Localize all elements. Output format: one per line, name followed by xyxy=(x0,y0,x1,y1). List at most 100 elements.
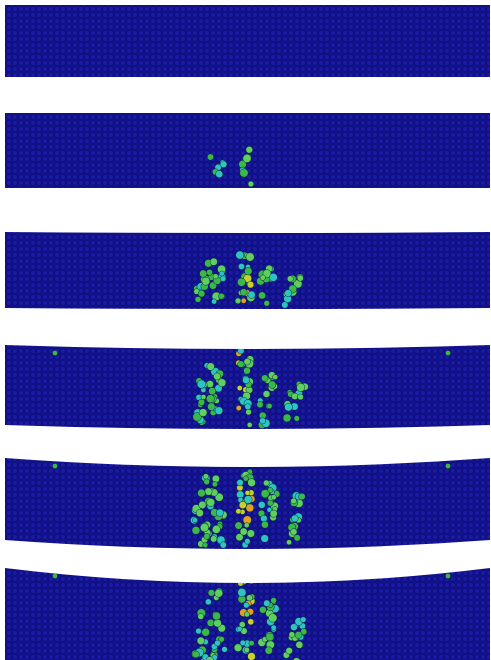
damage-particle xyxy=(237,479,244,486)
beam xyxy=(5,5,490,77)
damage-particle xyxy=(246,504,254,512)
damage-particle xyxy=(247,422,252,427)
damage-particle xyxy=(244,523,249,528)
damage-particle xyxy=(248,479,256,487)
damage-particle xyxy=(294,416,300,422)
damage-particle xyxy=(298,394,304,400)
damage-particle xyxy=(202,277,210,285)
damage-particle xyxy=(200,523,208,531)
damage-particle xyxy=(247,281,254,288)
damage-particle xyxy=(244,267,252,275)
page: (() => { JSON.parse(document.getElementB… xyxy=(0,0,491,660)
damage-particle xyxy=(299,493,306,500)
damage-particle xyxy=(243,154,251,162)
damage-particle xyxy=(290,624,297,631)
damage-particle xyxy=(261,489,269,497)
damage-particle xyxy=(198,290,205,297)
damage-particle xyxy=(240,169,248,177)
damage-particle xyxy=(204,533,210,539)
damage-particle xyxy=(198,613,204,619)
damage-particle xyxy=(241,298,246,303)
damage-particle xyxy=(244,612,249,617)
damage-particle xyxy=(244,367,251,374)
damage-particle xyxy=(270,510,277,517)
damage-particle xyxy=(264,300,270,306)
damage-particle xyxy=(246,595,252,601)
damage-particle xyxy=(243,602,249,608)
damage-particle xyxy=(261,535,269,543)
damage-particle xyxy=(208,589,215,596)
damage-particle xyxy=(204,479,210,485)
damage-particle xyxy=(445,463,450,468)
damage-particle xyxy=(248,653,256,660)
damage-particle xyxy=(445,573,450,578)
damage-particle xyxy=(52,573,57,578)
damage-particle xyxy=(248,181,254,187)
damage-particle xyxy=(282,302,288,308)
damage-particle xyxy=(249,640,254,645)
damage-particle xyxy=(52,463,57,468)
damage-particle xyxy=(236,251,244,259)
damage-particle xyxy=(199,501,207,509)
damage-particle xyxy=(294,535,300,541)
damage-particle xyxy=(207,363,215,371)
damage-particle xyxy=(243,377,250,384)
damage-particle xyxy=(246,568,254,576)
damage-particle xyxy=(237,278,245,286)
damage-particle xyxy=(269,273,277,281)
damage-particle xyxy=(263,480,269,486)
damage-particle xyxy=(285,290,292,297)
damage-particle xyxy=(238,361,245,368)
damage-particle xyxy=(244,358,251,365)
damage-particle xyxy=(245,490,250,495)
damage-particle xyxy=(291,393,298,400)
damage-particle xyxy=(220,161,227,168)
damage-particle xyxy=(213,612,221,620)
damage-particle xyxy=(201,394,206,399)
damage-particle xyxy=(238,347,245,354)
damage-particle xyxy=(219,271,224,276)
damage-particle xyxy=(259,418,265,424)
damage-particle xyxy=(268,614,277,623)
damage-particle xyxy=(291,515,298,522)
damage-particle xyxy=(247,530,255,538)
damage-particle xyxy=(206,380,213,387)
damage-particle xyxy=(210,536,217,543)
damage-particle xyxy=(258,501,265,508)
damage-particle xyxy=(244,538,250,544)
damage-particle xyxy=(244,647,249,652)
damage-particle xyxy=(243,476,248,481)
damage-particle xyxy=(300,617,306,623)
damage-particle xyxy=(216,509,223,516)
damage-particle xyxy=(271,495,276,500)
damage-particle xyxy=(291,498,297,504)
damage-particle xyxy=(192,518,197,523)
damage-particle xyxy=(207,403,215,411)
damage-particle xyxy=(261,375,268,382)
damage-particle xyxy=(236,491,244,499)
damage-particle xyxy=(211,299,216,304)
damage-particle xyxy=(246,253,254,261)
damage-particle xyxy=(214,619,222,627)
beam-figure xyxy=(0,0,491,660)
damage-particle xyxy=(291,529,298,536)
damage-particle xyxy=(218,379,226,387)
damage-particle xyxy=(212,525,220,533)
damage-particle xyxy=(286,540,291,545)
damage-particle xyxy=(267,403,272,408)
damage-particle xyxy=(247,576,255,584)
damage-particle xyxy=(215,407,223,415)
damage-particle xyxy=(207,154,213,160)
damage-particle xyxy=(205,488,212,495)
damage-particle xyxy=(296,641,303,648)
damage-particle xyxy=(197,637,205,645)
damage-particle xyxy=(244,575,249,580)
damage-particle xyxy=(195,296,201,302)
damage-particle xyxy=(236,509,241,514)
damage-particle xyxy=(197,380,205,388)
damage-particle xyxy=(238,581,243,586)
damage-particle xyxy=(267,500,273,506)
damage-particle xyxy=(246,146,253,153)
damage-particle xyxy=(192,526,200,534)
damage-particle xyxy=(210,258,217,265)
